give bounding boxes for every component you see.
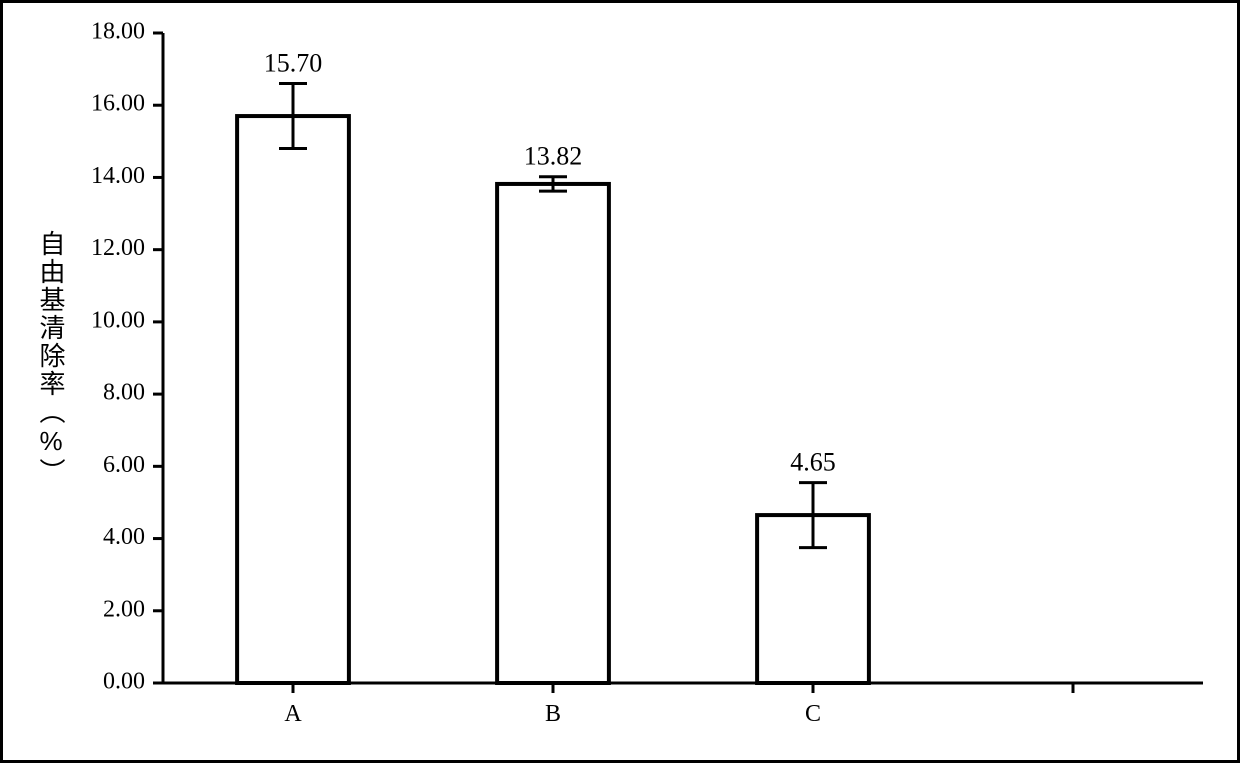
y-tick-label: 4.00: [103, 524, 145, 550]
y-tick-label: 0.00: [103, 669, 145, 695]
bar: [497, 184, 609, 683]
y-tick-label: 18.00: [91, 19, 145, 45]
x-category-label: C: [805, 701, 821, 727]
y-tick-label: 6.00: [103, 452, 145, 478]
x-category-label: B: [545, 701, 561, 727]
x-category-label: A: [284, 701, 302, 727]
bar-value-label: 4.65: [790, 448, 836, 477]
bar: [237, 116, 349, 683]
chart-frame: 0.00 2.00 4.00 6.00 8.00 10.00 12.00 14.00 16.00…: [0, 0, 1240, 763]
bar-value-label: 13.82: [524, 142, 583, 171]
y-axis-label: 自由基清除率（%）: [36, 230, 66, 486]
bar-value-label: 15.70: [264, 49, 323, 78]
y-tick-label: 10.00: [91, 307, 145, 333]
y-tick-label: 8.00: [103, 380, 145, 406]
y-tick-label: 12.00: [91, 235, 145, 261]
bar-chart: 0.00 2.00 4.00 6.00 8.00 10.00 12.00 14.00 16.00…: [3, 3, 1237, 760]
y-tick-label: 14.00: [91, 163, 145, 189]
y-tick-label: 2.00: [103, 596, 145, 622]
y-tick-label: 16.00: [91, 91, 145, 117]
